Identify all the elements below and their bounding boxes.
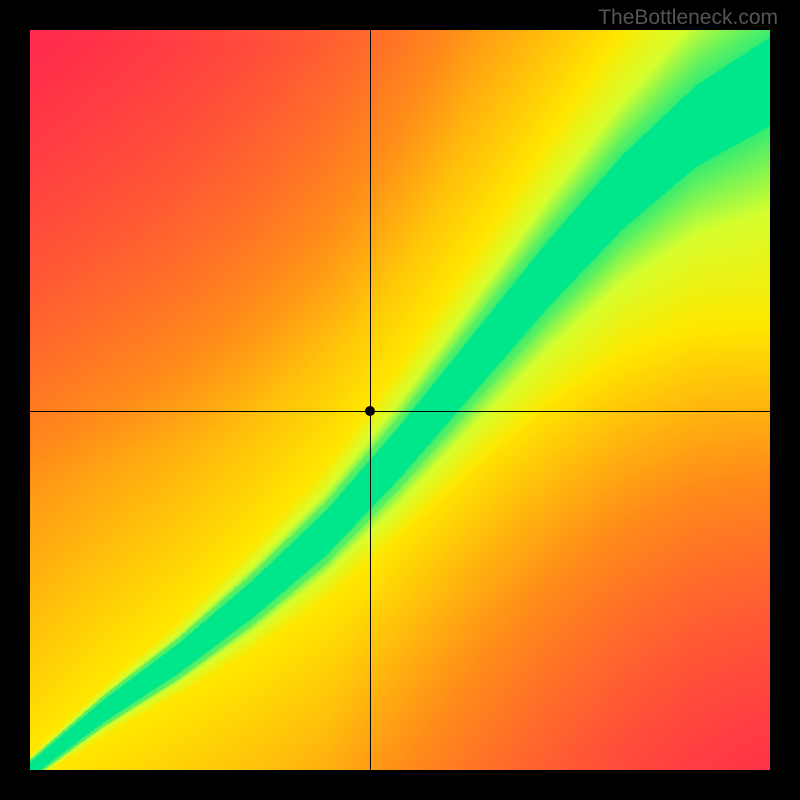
crosshair-vertical <box>370 30 371 770</box>
marker-dot <box>365 406 375 416</box>
heatmap-canvas <box>30 30 770 770</box>
watermark-text: TheBottleneck.com <box>598 6 778 30</box>
crosshair-horizontal <box>30 411 770 412</box>
heatmap-plot <box>30 30 770 770</box>
